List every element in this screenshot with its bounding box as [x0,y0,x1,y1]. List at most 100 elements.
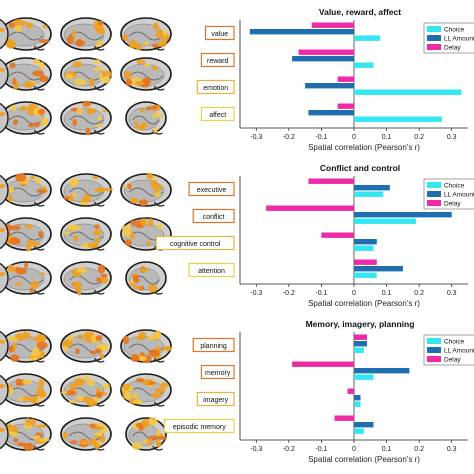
legend-entry: Delay [444,201,461,208]
legend-entry: LL Amount [444,36,474,43]
category-label-box [155,235,235,251]
category-label-box [192,337,235,353]
brain-slice-icon [0,373,52,407]
legend-swatch [427,35,441,41]
legend-entry: Delay [444,357,461,364]
legend-swatch [427,347,441,353]
x-axis-label: Spatial correlation (Pearson's r) [308,455,420,464]
brain-slice-icon [0,101,52,135]
legend-swatch [427,356,441,362]
x-tick-label: -0.3 [250,134,262,141]
x-tick-label: -0.1 [315,290,327,297]
bar-delay [334,415,354,421]
bar-delay [347,388,354,394]
legend: Choice LL Amount Delay [423,22,474,54]
bar-ll-amount [354,185,390,191]
legend-swatch [427,338,441,344]
x-tick-label: 0 [352,446,356,453]
chart-panel-3: Memory, imagery, planning -0.3 -0.2 -0.1 0 0.… [163,319,474,464]
bar-choice [354,89,462,95]
bar-choice [354,272,377,278]
bar-delay [321,232,354,238]
category-label: planning [200,343,227,350]
chart-panel-2: Conflict and control -0.3 -0.2 -0.1 0 0.1 0.2 0… [155,163,474,308]
bar-delay [266,205,354,211]
category-label: value [211,31,228,38]
bar-ll-amount [354,212,452,218]
bar-choice [354,191,384,197]
x-tick-label: 0.1 [382,446,392,453]
x-tick-label: -0.1 [315,446,327,453]
legend-entry: Choice [444,27,465,34]
category-label: reward [207,58,229,65]
legend: Choice LL Amount Delay [423,178,474,210]
brain-slice-icon [0,17,52,51]
category-label: affect [209,112,226,119]
category-label: memory [205,370,231,377]
x-tick-label: -0.2 [283,446,295,453]
brain-slice-icon [120,217,172,251]
bar-ll-amount [354,422,374,428]
brain-slice-icon [120,57,172,91]
legend-entry: Choice [444,339,465,346]
x-tick-label: 0.2 [414,290,424,297]
bar-ll-amount [305,83,354,89]
bar-choice [354,35,381,41]
bar-delay [354,334,367,340]
bar-choice [354,374,374,380]
legend-entry: LL Amount [444,192,474,199]
bar-delay [337,76,354,82]
bar-delay [337,103,354,109]
brain-slice-icon [0,261,52,295]
x-tick-label: -0.2 [283,290,295,297]
category-label-box [163,418,235,434]
bar-delay [292,361,354,367]
x-tick-label: 0.3 [447,446,457,453]
x-tick-label: 0 [352,290,356,297]
brain-slice-icon [120,373,172,407]
bar-ll-amount [354,239,377,245]
bar-choice [354,245,374,251]
category-label-box [200,106,235,122]
bar-ll-amount [354,341,367,347]
bar-choice [354,401,361,407]
bar-delay [354,259,377,265]
chart-title: Conflict and control [320,163,400,173]
bar-ll-amount [292,56,354,62]
brain-slice-icon [60,100,112,136]
brain-slice-icon [0,218,9,250]
brain-slice-icon [60,329,112,363]
category-label-box [192,208,235,224]
x-tick-label: 0.1 [382,290,392,297]
x-tick-label: 0.3 [447,290,457,297]
legend-entry: LL Amount [444,348,474,355]
x-tick-label: -0.3 [250,446,262,453]
brain-slice-icon [60,373,112,407]
brain-slice-icon [125,261,167,295]
bar-delay [298,49,354,55]
x-axis-label: Spatial correlation (Pearson's r) [308,299,420,308]
brain-slice-icon [0,418,9,450]
chart-title: Memory, imagery, planning [306,319,415,329]
brain-slice-icon [60,17,112,51]
x-tick-label: -0.1 [315,134,327,141]
brain-slice-icon [60,417,112,451]
bar-choice [354,428,364,434]
category-label-box [200,52,235,68]
chart-title: Value, reward, affect [319,7,401,17]
category-label-box [204,25,235,41]
brain-slice-icon [60,173,114,207]
x-tick-label: 0.3 [447,134,457,141]
brain-slice-icon [0,102,9,134]
brain-slice-icon [60,261,112,296]
bar-delay [308,178,354,184]
x-tick-label: 0.2 [414,134,424,141]
legend-swatch [427,44,441,50]
x-tick-label: -0.2 [283,134,295,141]
brain-slice-icon [0,374,9,406]
bar-choice [354,116,442,122]
bar-choice [354,62,374,68]
x-axis-label: Spatial correlation (Pearson's r) [308,143,420,152]
brain-slice-icon [0,262,9,294]
